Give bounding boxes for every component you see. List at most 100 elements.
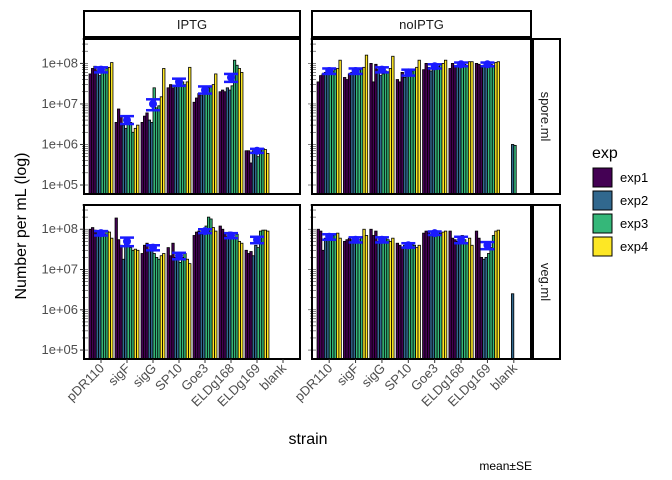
strip-label-veg.ml: veg.ml (538, 263, 553, 301)
bar (470, 61, 474, 195)
mean-point (325, 232, 334, 241)
mean-point (227, 73, 235, 82)
y-axis-title: Number per mL (log) (13, 152, 30, 299)
x-tick-label-SP10: SP10 (152, 361, 185, 394)
mean-point (201, 227, 209, 236)
bar-group-ELDg169 (474, 60, 500, 195)
bar (110, 62, 114, 195)
bar-group-blank (510, 293, 515, 360)
bar (443, 59, 448, 195)
bar-group-sigF (343, 54, 369, 195)
legend-key-exp4 (592, 236, 613, 257)
x-tick-label-blank: blank (487, 360, 520, 393)
legend-label-exp4: exp4 (620, 239, 648, 254)
mean-point (430, 62, 439, 71)
bar (391, 55, 395, 195)
bar-group-sigG (140, 242, 166, 360)
caption: mean±SE (479, 459, 532, 473)
mean-point (483, 241, 492, 250)
bar-group-ELDg168 (448, 60, 474, 195)
mean-point (97, 229, 105, 238)
bar-group-sigG (369, 228, 395, 360)
mean-point (404, 241, 413, 250)
bar (338, 59, 342, 195)
bar (364, 235, 369, 360)
bar-group-SP10 (166, 242, 192, 360)
mean-point (149, 99, 157, 108)
bar-group-sigG (140, 68, 166, 195)
bar (162, 68, 166, 195)
mean-point (377, 235, 386, 244)
bar (136, 249, 140, 360)
legend: exp exp1 exp2 exp3 exp4 (592, 145, 648, 257)
bar (470, 244, 474, 360)
facet-strips: IPTG noIPTG spore.ml veg.ml (83, 10, 561, 360)
bar (417, 244, 421, 360)
legend-label-exp2: exp2 (620, 193, 648, 208)
panel-border (83, 38, 301, 195)
bar (214, 73, 218, 195)
bar-group-ELDg169 (244, 229, 270, 360)
bar (338, 237, 342, 360)
bar (214, 230, 218, 360)
mean-point (253, 146, 261, 155)
panel-border (311, 204, 532, 360)
legend-key-exp3 (592, 213, 613, 234)
x-tick-label-pDR110: pDR110 (292, 361, 336, 405)
bar (240, 71, 244, 195)
panel-IPTG-spore.ml (80, 38, 301, 195)
x-axis-title: strain (288, 431, 327, 448)
mean-point (175, 77, 183, 86)
bar-group-ELDg169 (244, 146, 270, 195)
bar (240, 242, 244, 360)
strip-box-spore.ml (532, 38, 561, 195)
x-tick-label-sigF: sigF (334, 360, 362, 388)
bar (510, 293, 515, 360)
mean-point (97, 65, 105, 74)
legend-label-exp3: exp3 (620, 216, 648, 231)
y-tick-label: 1e+07 (41, 262, 78, 277)
bar (417, 59, 421, 195)
strip-box-noIPTG (311, 10, 532, 38)
bar (136, 124, 140, 195)
bar-group-pDR110 (316, 228, 342, 360)
legend-key-exp1 (592, 167, 613, 188)
bar (513, 144, 517, 195)
bar-group-SP10 (395, 241, 421, 360)
legend-key-exp2 (592, 190, 613, 211)
bar-group-SP10 (166, 66, 192, 195)
y-tick-label: 1e+05 (41, 342, 78, 357)
mean-point (149, 243, 157, 252)
facet-panels (80, 38, 532, 360)
panel-border (83, 204, 301, 360)
y-tick-label: 1e+06 (41, 136, 78, 151)
x-tick-label-pDR110: pDR110 (63, 361, 107, 405)
bar (188, 263, 192, 360)
strip-box-veg.ml (532, 204, 561, 360)
bar (391, 237, 395, 360)
bar-group-ELDg168 (218, 225, 244, 360)
bar (266, 153, 270, 195)
strip-box-IPTG (83, 10, 301, 38)
legend-label-exp1: exp1 (620, 170, 648, 185)
bar-group-sigF (343, 228, 369, 360)
bar-group-pDR110 (316, 59, 342, 195)
y-tick-label: 1e+06 (41, 302, 78, 317)
bar (496, 229, 500, 360)
legend-title: exp (592, 145, 618, 162)
mean-point (227, 231, 235, 240)
bar (162, 253, 166, 360)
y-tick-label: 1e+08 (41, 55, 78, 70)
mean-point (430, 229, 439, 238)
bar (364, 54, 369, 195)
y-tick-label: 1e+08 (41, 221, 78, 236)
bar-group-Goe3 (192, 216, 218, 360)
x-tick-label-blank: blank (257, 360, 290, 393)
mean-point (377, 65, 386, 74)
panel-border (311, 38, 532, 195)
bar (188, 66, 192, 195)
y-tick-label: 1e+05 (41, 177, 78, 192)
mean-point (253, 235, 261, 244)
mean-point (123, 116, 131, 125)
